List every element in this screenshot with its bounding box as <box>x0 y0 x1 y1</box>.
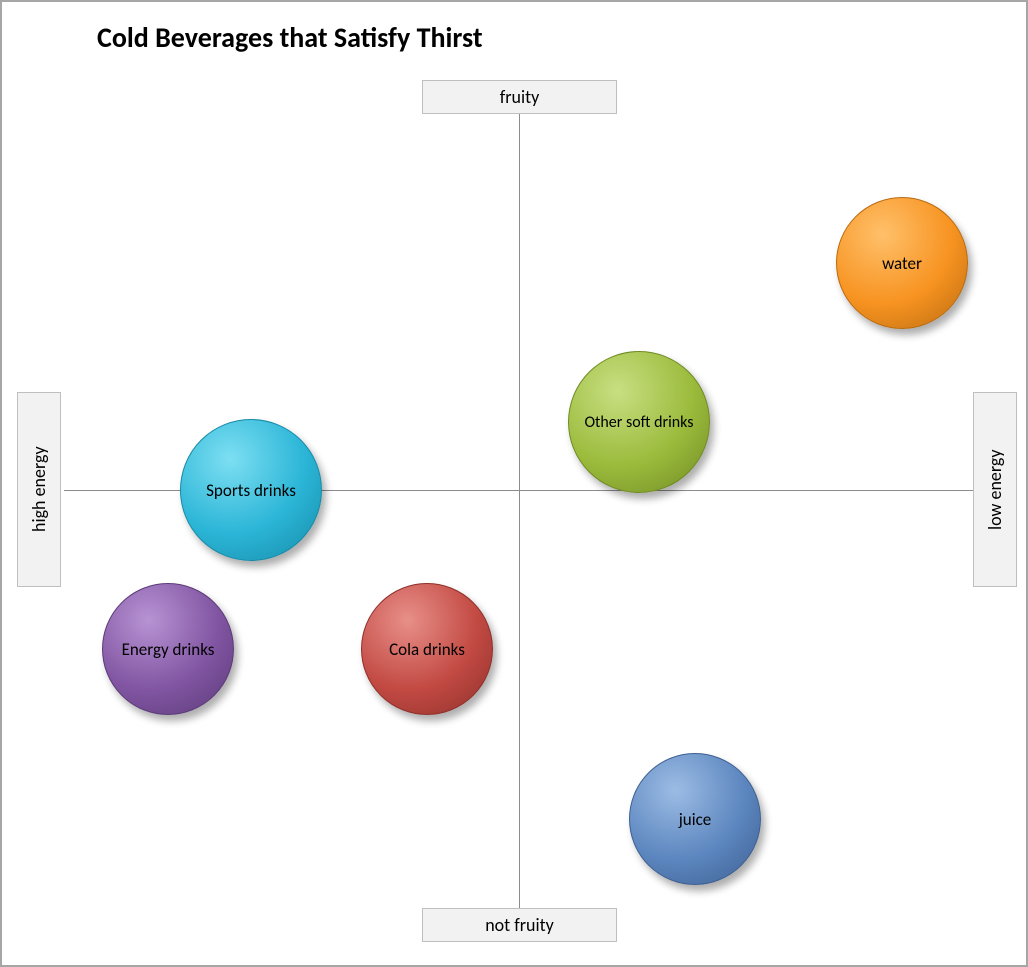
bubble-cola-drinks: Cola drinks <box>361 583 493 715</box>
bubble-juice: juice <box>629 753 761 885</box>
chart-frame: Cold Beverages that Satisfy Thirst fruit… <box>0 0 1028 967</box>
bubble-sports-drinks: Sports drinks <box>180 419 322 561</box>
axis-label-bottom: not fruity <box>422 908 617 942</box>
axis-label-right: low energy <box>973 392 1017 587</box>
chart-title: Cold Beverages that Satisfy Thirst <box>97 20 483 55</box>
bubble-other-soft-drinks: Other soft drinks <box>568 351 710 493</box>
bubble-energy-drinks: Energy drinks <box>102 583 234 715</box>
bubble-water: water <box>836 197 968 329</box>
y-axis-line <box>519 114 520 908</box>
axis-label-top: fruity <box>422 80 617 114</box>
axis-label-left: high energy <box>17 392 61 587</box>
